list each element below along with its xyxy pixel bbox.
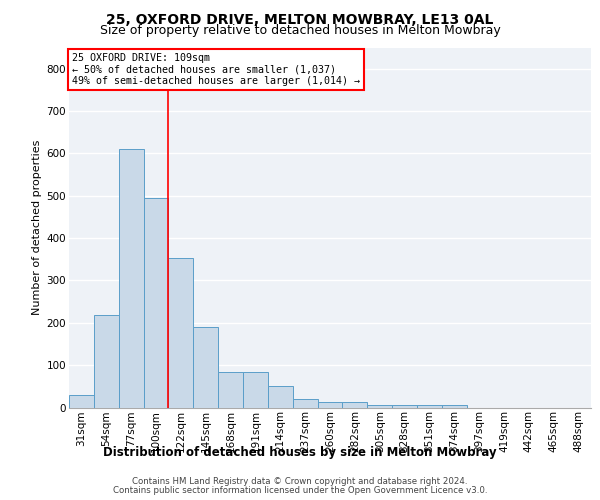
Bar <box>293 400 317 407</box>
Bar <box>442 404 467 407</box>
Text: Contains HM Land Registry data © Crown copyright and database right 2024.: Contains HM Land Registry data © Crown c… <box>132 477 468 486</box>
Bar <box>69 395 94 407</box>
Bar <box>119 149 143 407</box>
Text: Size of property relative to detached houses in Melton Mowbray: Size of property relative to detached ho… <box>100 24 500 37</box>
Bar <box>193 327 218 407</box>
Bar <box>169 258 193 408</box>
Bar <box>143 198 169 408</box>
Bar <box>392 404 417 407</box>
Bar <box>417 404 442 407</box>
Text: 25 OXFORD DRIVE: 109sqm
← 50% of detached houses are smaller (1,037)
49% of semi: 25 OXFORD DRIVE: 109sqm ← 50% of detache… <box>71 53 359 86</box>
Bar <box>243 372 268 408</box>
Bar <box>218 372 243 408</box>
Text: Contains public sector information licensed under the Open Government Licence v3: Contains public sector information licen… <box>113 486 487 495</box>
Bar <box>94 315 119 408</box>
Bar <box>343 402 367 407</box>
Bar <box>367 404 392 407</box>
Text: Distribution of detached houses by size in Melton Mowbray: Distribution of detached houses by size … <box>103 446 497 459</box>
Text: 25, OXFORD DRIVE, MELTON MOWBRAY, LE13 0AL: 25, OXFORD DRIVE, MELTON MOWBRAY, LE13 0… <box>106 12 494 26</box>
Y-axis label: Number of detached properties: Number of detached properties <box>32 140 43 315</box>
Bar <box>268 386 293 407</box>
Bar <box>317 402 343 407</box>
